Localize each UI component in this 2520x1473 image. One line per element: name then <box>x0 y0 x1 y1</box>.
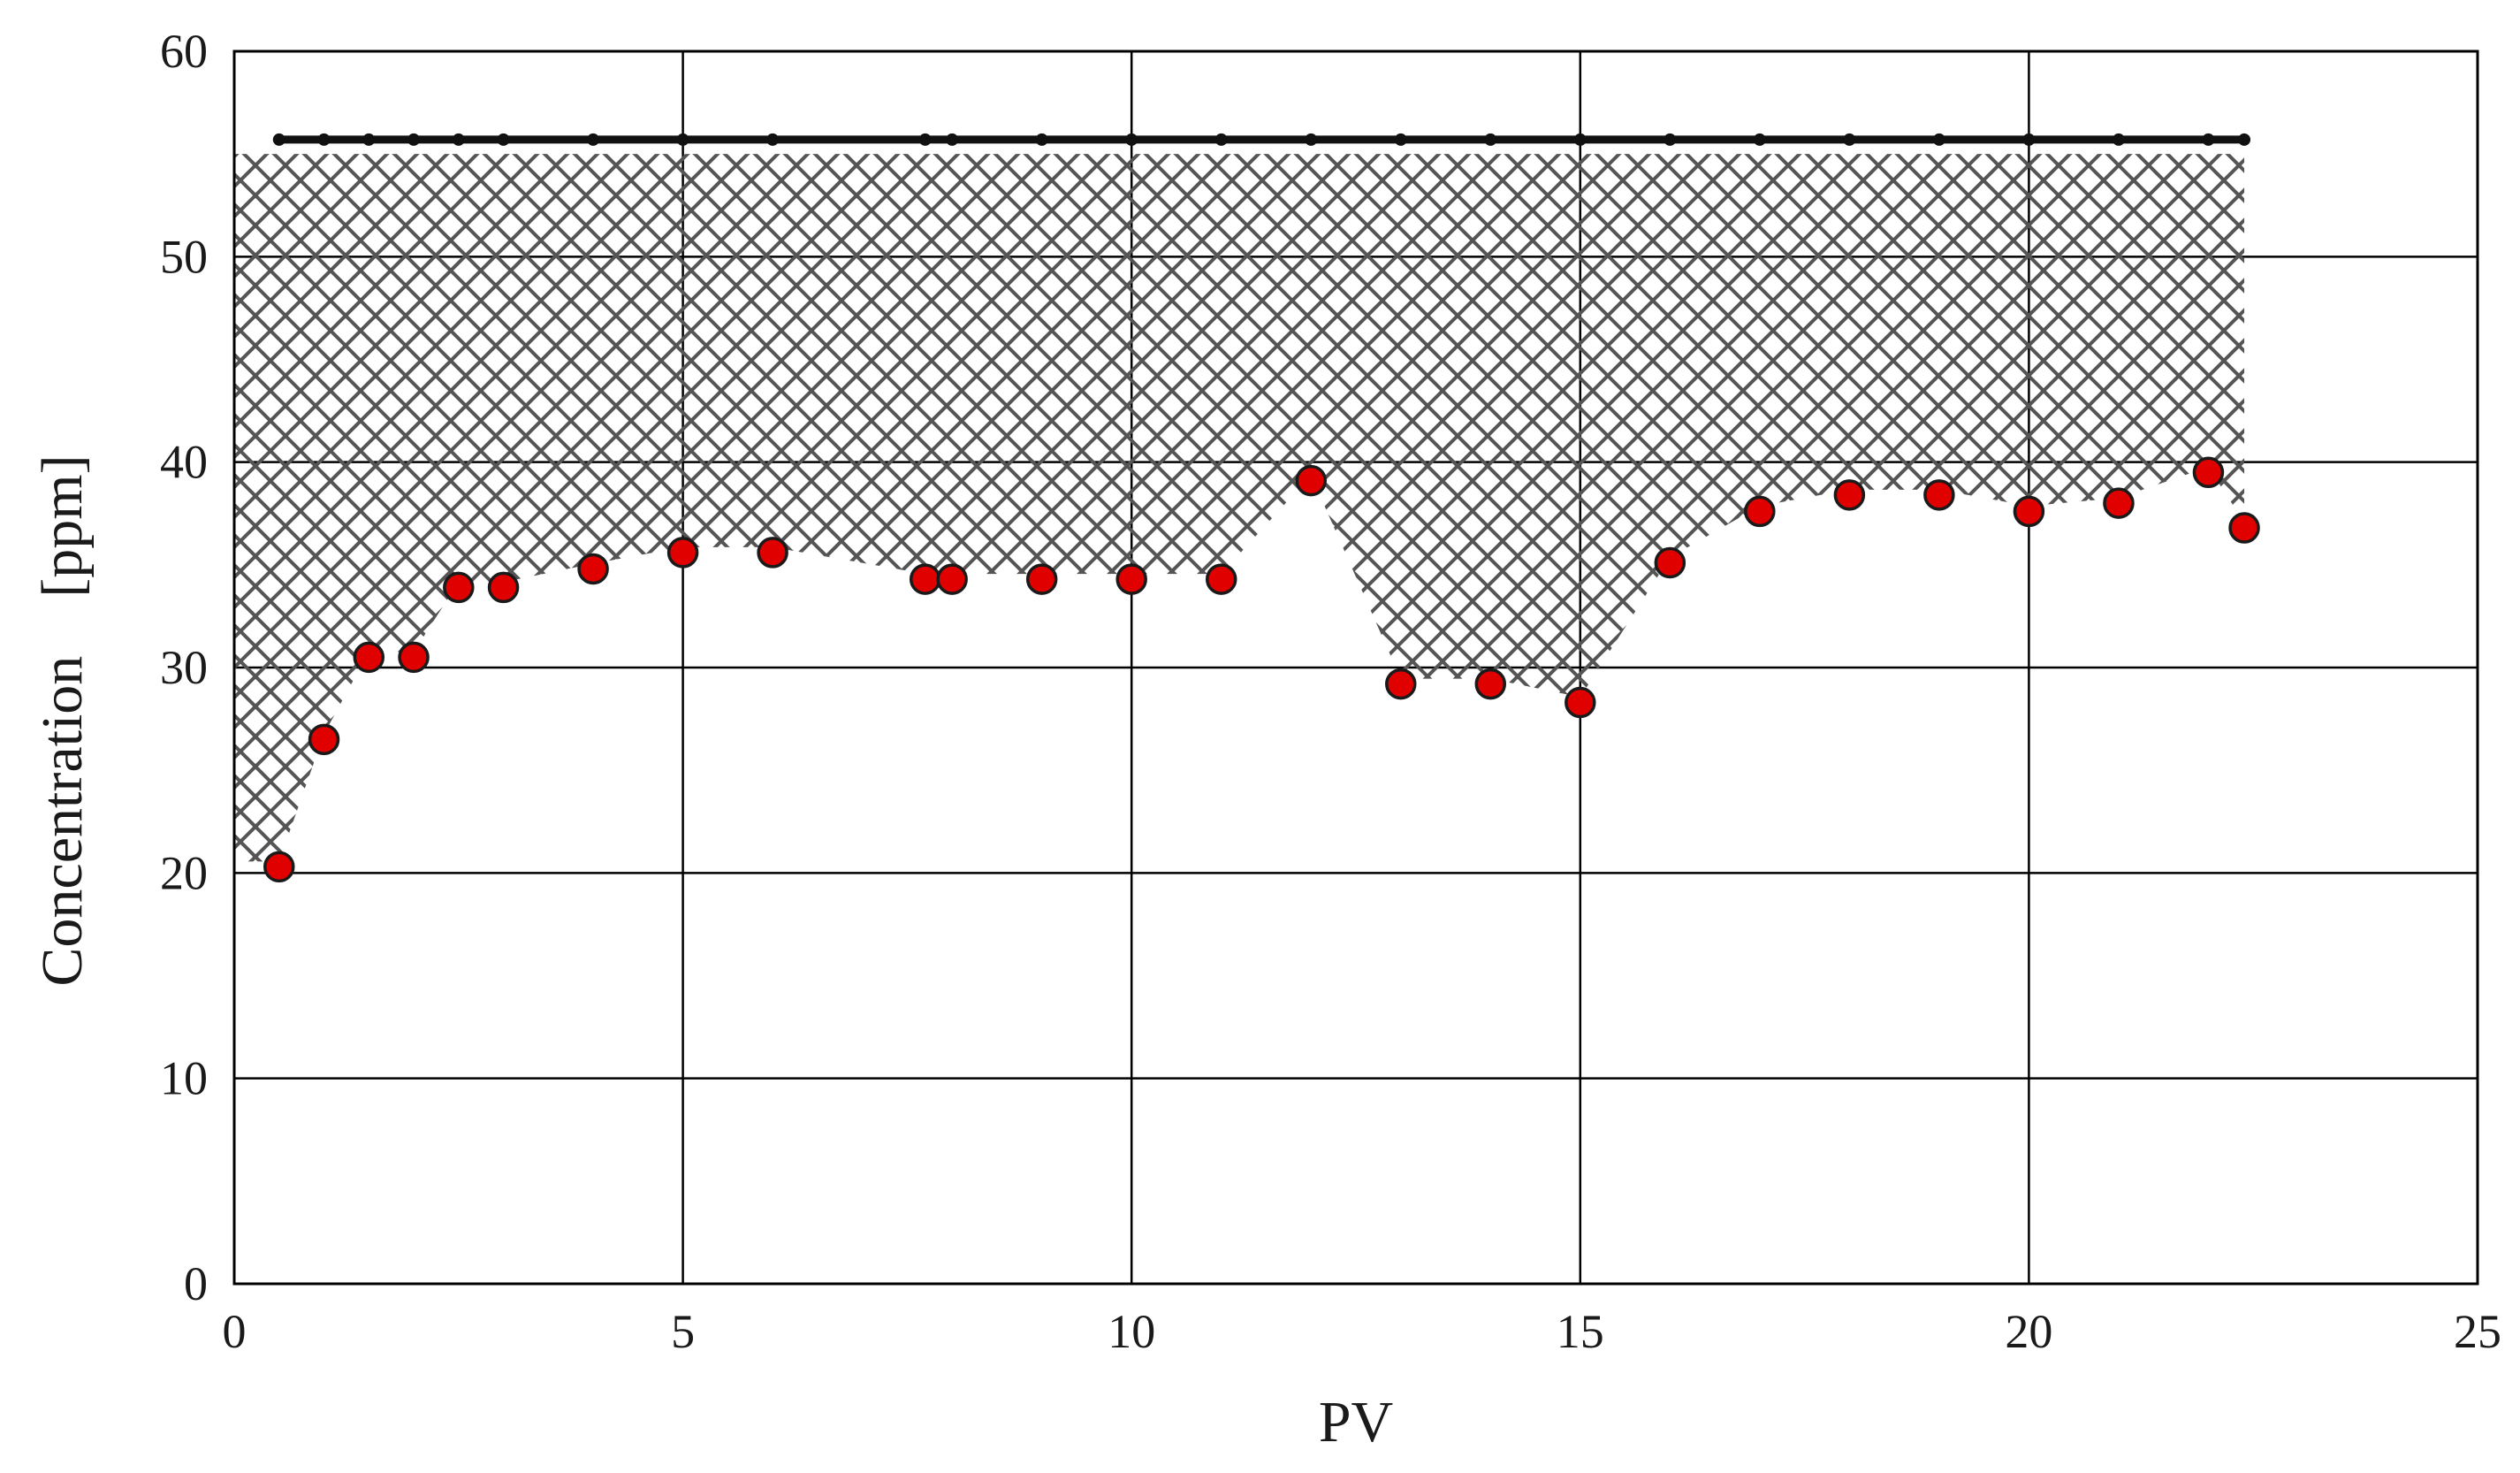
x-tick-label: 20 <box>2005 1305 2052 1358</box>
reference-marker <box>2022 133 2036 146</box>
reference-marker <box>946 133 959 146</box>
data-point <box>666 537 699 569</box>
data-point <box>1833 479 1866 511</box>
reference-marker <box>1394 133 1407 146</box>
reference-marker <box>587 133 600 146</box>
plot-frame <box>232 50 2479 1286</box>
data-points <box>263 456 2260 883</box>
reference-marker <box>676 133 689 146</box>
reference-marker <box>1664 133 1677 146</box>
data-point <box>398 641 430 674</box>
data-point <box>443 571 475 604</box>
reference-marker <box>452 133 465 146</box>
reference-marker <box>766 133 780 146</box>
data-point <box>353 641 385 674</box>
reference-marker <box>1573 133 1587 146</box>
y-tick-label: 60 <box>160 25 208 78</box>
reference-marker <box>1843 133 1856 146</box>
data-point <box>1744 495 1776 528</box>
data-point <box>1385 668 1417 700</box>
shaded-region <box>234 154 2245 862</box>
data-point <box>487 571 520 604</box>
data-point <box>1205 563 1237 595</box>
data-point <box>1565 686 1596 719</box>
data-point <box>308 723 340 756</box>
x-tick-label: 5 <box>671 1305 695 1358</box>
reference-marker <box>407 133 421 146</box>
data-point <box>1295 464 1327 497</box>
x-axis-title: PV <box>1319 1390 1393 1454</box>
data-point <box>936 563 968 595</box>
x-tick-label: 0 <box>223 1305 247 1358</box>
x-tick-label: 15 <box>1557 1305 1604 1358</box>
y-tick-label: 10 <box>160 1052 208 1105</box>
y-tick-labels: 0 10 20 30 40 50 60 <box>160 25 208 1310</box>
data-point <box>2192 456 2225 489</box>
data-point <box>2013 495 2045 528</box>
y-tick-label: 0 <box>184 1257 208 1310</box>
x-tick-labels: 0 5 10 15 20 25 <box>223 1305 2502 1358</box>
data-point <box>1923 479 1955 511</box>
reference-marker <box>2202 133 2215 146</box>
reference-marker <box>2112 133 2125 146</box>
y-tick-label: 50 <box>160 230 208 283</box>
x-tick-label: 25 <box>2454 1305 2501 1358</box>
reference-marker <box>1932 133 1945 146</box>
reference-marker <box>1125 133 1138 146</box>
y-axis-title: Concentration [ppm] <box>30 454 95 986</box>
reference-marker <box>1035 133 1048 146</box>
y-tick-label: 30 <box>160 641 208 694</box>
reference-marker <box>2238 133 2251 146</box>
data-point <box>263 851 295 883</box>
reference-marker <box>317 133 331 146</box>
reference-marker <box>1484 133 1497 146</box>
data-point <box>1115 563 1147 595</box>
reference-marker <box>1753 133 1766 146</box>
data-point <box>577 553 609 585</box>
reference-marker <box>918 133 932 146</box>
y-tick-label: 20 <box>160 846 208 899</box>
data-point <box>2228 512 2260 544</box>
reference-marker <box>362 133 376 146</box>
reference-marker <box>497 133 510 146</box>
reference-marker <box>1214 133 1228 146</box>
y-tick-label: 40 <box>160 436 208 489</box>
data-point <box>909 563 941 595</box>
data-point <box>1474 668 1507 700</box>
data-point <box>1654 546 1686 579</box>
reference-marker <box>272 133 285 146</box>
reference-line <box>272 133 2251 146</box>
data-point <box>757 537 788 569</box>
data-point <box>2103 487 2135 519</box>
data-point <box>1025 563 1058 595</box>
x-tick-label: 10 <box>1108 1305 1155 1358</box>
reference-marker <box>1305 133 1318 146</box>
